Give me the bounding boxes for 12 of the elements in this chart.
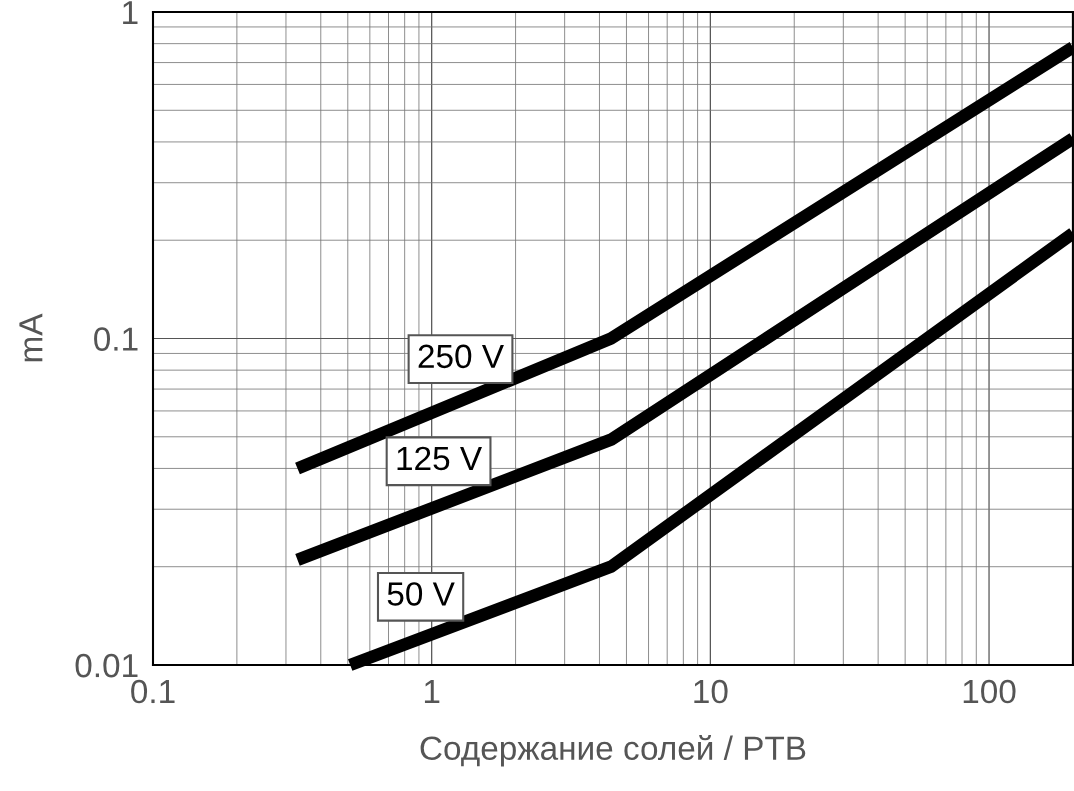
y-tick-label: 0.1 <box>94 327 138 351</box>
x-axis-title: Содержание солей / PTB <box>420 734 806 767</box>
y-tick-label: 0.01 <box>75 653 138 678</box>
y-axis-title: mA <box>19 313 43 362</box>
x-tick-label: 1 <box>424 680 440 704</box>
x-tick-label: 10 <box>694 679 728 704</box>
y-tick-label: 1 <box>123 1 138 25</box>
series-label: 250 V <box>418 344 504 369</box>
x-tick-label: 100 <box>963 679 1016 704</box>
series-label: 125 V <box>397 446 482 471</box>
series-label: 50 V <box>387 582 455 606</box>
x-tick-label: 0.1 <box>131 679 175 704</box>
